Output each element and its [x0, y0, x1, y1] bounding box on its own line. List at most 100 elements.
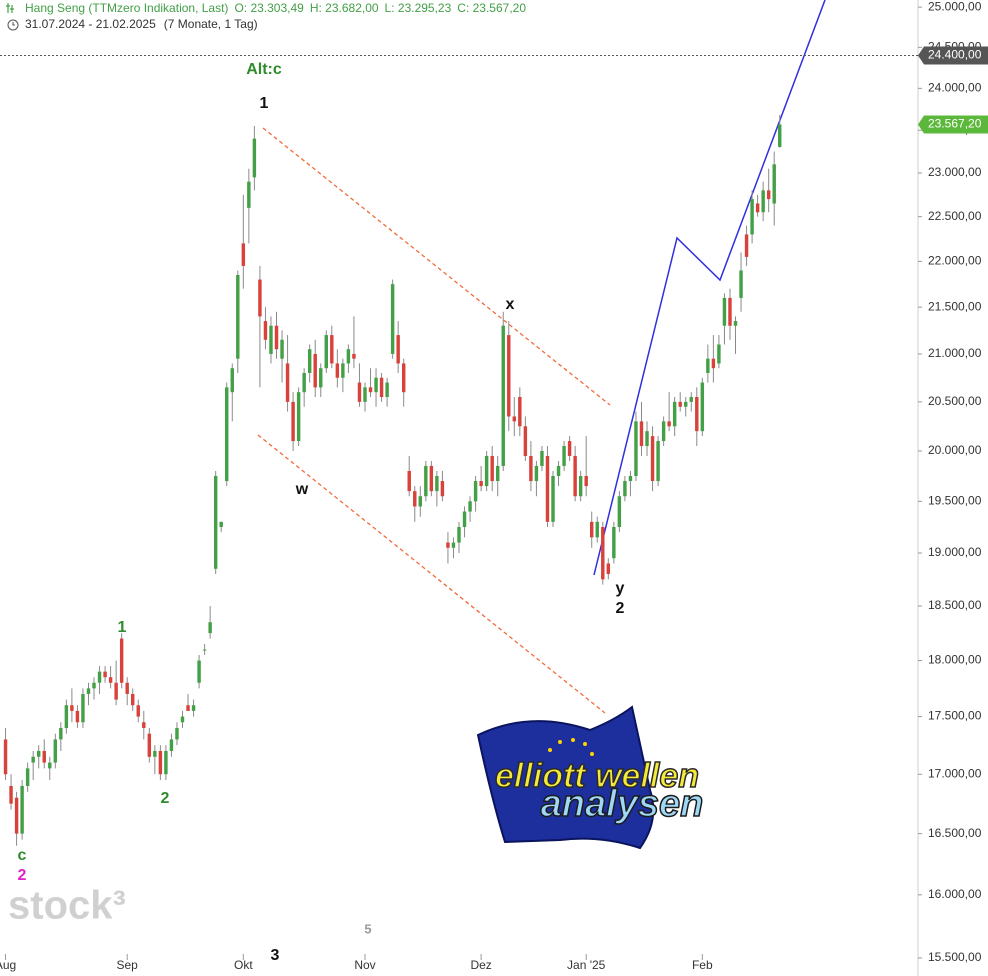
- candle-body: [335, 363, 340, 378]
- wave-label: y: [616, 580, 625, 597]
- candle-body: [236, 275, 240, 359]
- candle-body: [302, 372, 306, 393]
- logo: elliott wellen analysen: [476, 705, 704, 850]
- candle-body: [363, 387, 367, 402]
- candle-body: [241, 243, 246, 266]
- price-marker: [918, 46, 988, 65]
- candle-body: [341, 363, 345, 378]
- candle-body: [501, 325, 505, 466]
- candle-body: [385, 382, 389, 398]
- clock-icon: [7, 19, 19, 31]
- candle-body: [562, 446, 566, 466]
- wave-label: 2: [616, 600, 625, 617]
- candle-body: [473, 481, 478, 502]
- trend-lines: [257, 0, 826, 714]
- candle-body: [429, 465, 434, 492]
- candle-body: [213, 475, 218, 569]
- candle-body: [695, 397, 699, 432]
- candle-body: [424, 465, 428, 497]
- candle-body: [81, 693, 85, 723]
- watermark: stock³: [8, 884, 126, 928]
- candle-body: [661, 421, 666, 442]
- candle-body: [766, 190, 771, 200]
- wave-label: x: [506, 296, 515, 313]
- candle-body: [446, 542, 450, 548]
- title: Hang Seng (TTMzero Indikation, Last): [25, 1, 228, 15]
- star: [590, 752, 594, 756]
- wave-label: w: [295, 481, 309, 498]
- x-tick-label: Sep: [117, 958, 139, 972]
- candle-body: [280, 339, 284, 359]
- candle-body: [263, 321, 268, 340]
- x-tick-label: Aug: [0, 958, 16, 972]
- candle-body: [540, 450, 544, 466]
- candle-body: [180, 716, 185, 723]
- candle-body: [468, 501, 472, 512]
- open: O: 23.303,49: [234, 1, 304, 15]
- candle-body: [495, 465, 500, 482]
- candle-body: [551, 475, 555, 522]
- candle-body: [374, 377, 378, 393]
- y-tick-label: 19.500,00: [928, 494, 982, 508]
- candle-body: [490, 455, 494, 482]
- period: 31.07.2024 - 21.02.2025: [25, 17, 156, 31]
- candle-body: [722, 297, 727, 326]
- candle-body: [147, 733, 152, 757]
- candle-body: [700, 382, 705, 432]
- y-tick-label: 18.000,00: [928, 653, 982, 667]
- star: [583, 742, 587, 746]
- y-tick-label: 18.500,00: [928, 598, 982, 612]
- y-tick-label: 17.500,00: [928, 709, 982, 723]
- candle-body: [357, 382, 362, 402]
- y-tick-label: 23.000,00: [928, 165, 982, 179]
- wave-label: 2: [161, 790, 170, 807]
- x-tick-label: Nov: [354, 958, 375, 972]
- candle-body: [225, 387, 229, 482]
- star: [548, 748, 552, 752]
- candle-body: [319, 368, 323, 388]
- candle-body: [645, 431, 649, 447]
- candle-body: [274, 325, 279, 350]
- span: (7 Monate, 1 Tag): [164, 17, 258, 31]
- candle-body: [158, 750, 163, 775]
- y-tick-label: 19.000,00: [928, 545, 982, 559]
- candle-body: [125, 682, 129, 694]
- candle-body: [291, 401, 295, 442]
- candle-body: [368, 387, 373, 393]
- price-marker-label: 24.400,00: [928, 48, 982, 62]
- candle-body: [352, 353, 356, 359]
- candle-body: [440, 481, 445, 497]
- candle-body: [330, 335, 334, 364]
- low: L: 23.295,23: [385, 1, 452, 15]
- candle-body: [307, 349, 312, 373]
- candle-body: [142, 722, 146, 728]
- candle-body: [573, 455, 577, 497]
- candle-body: [258, 279, 262, 317]
- candle-body: [672, 401, 677, 427]
- candle-body: [744, 234, 749, 257]
- candle-body: [578, 475, 583, 497]
- candle-body: [103, 671, 107, 678]
- candle-body: [296, 392, 301, 442]
- wave-label: 5: [364, 921, 371, 936]
- candle-body: [601, 526, 605, 580]
- candle-body: [75, 710, 80, 723]
- candle-body: [689, 397, 693, 402]
- y-tick-label: 21.000,00: [928, 346, 982, 360]
- candle-body: [556, 465, 561, 476]
- wave-label: c: [18, 847, 27, 864]
- candle-body: [733, 321, 738, 326]
- x-tick-label: Jan '25: [567, 958, 606, 972]
- candle-body: [25, 768, 30, 786]
- star: [558, 740, 562, 744]
- y-tick-label: 20.500,00: [928, 394, 982, 408]
- candle-body: [9, 785, 13, 804]
- candle-body: [523, 426, 528, 456]
- candle-body: [413, 491, 417, 507]
- candle-body: [396, 335, 400, 364]
- header-title: Hang Seng (TTMzero Indikation, Last) O: 2…: [25, 1, 526, 15]
- y-tick-label: 22.000,00: [928, 254, 982, 268]
- header-icon: [6, 3, 14, 13]
- close: C: 23.567,20: [457, 1, 526, 15]
